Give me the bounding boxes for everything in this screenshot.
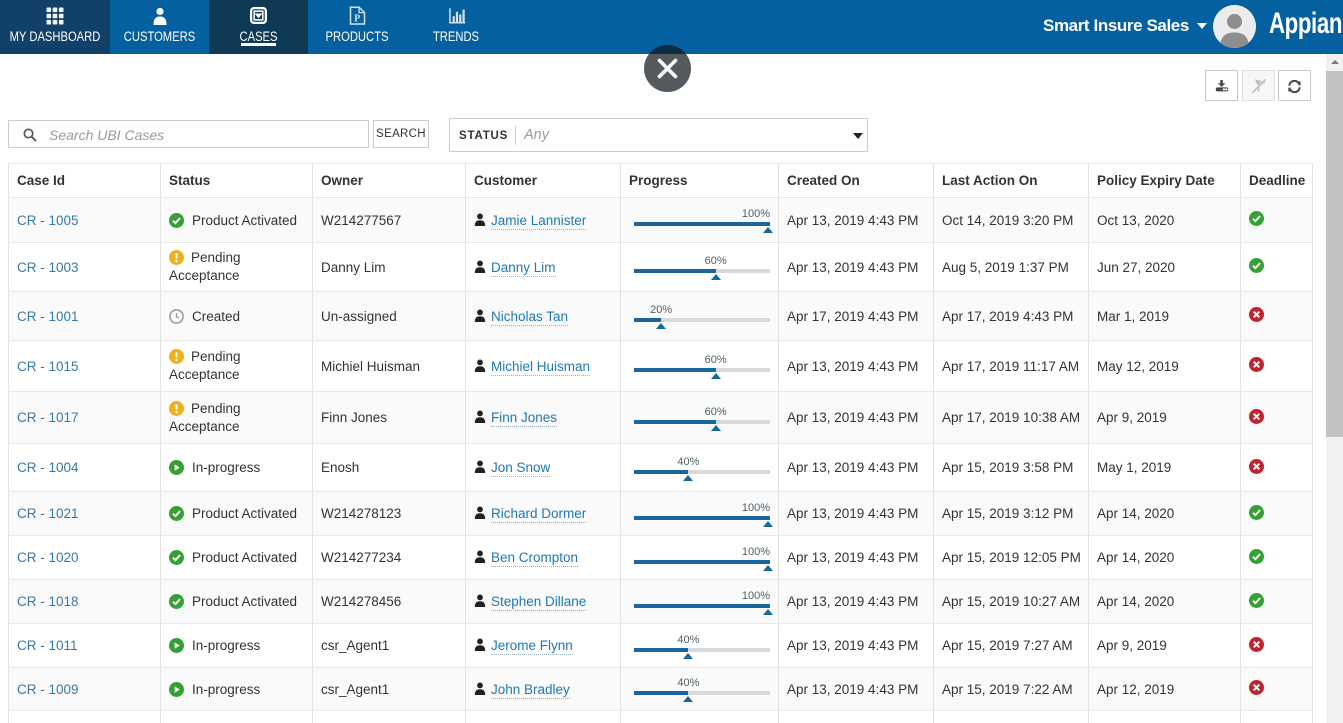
svg-text:P: P [354, 13, 360, 24]
